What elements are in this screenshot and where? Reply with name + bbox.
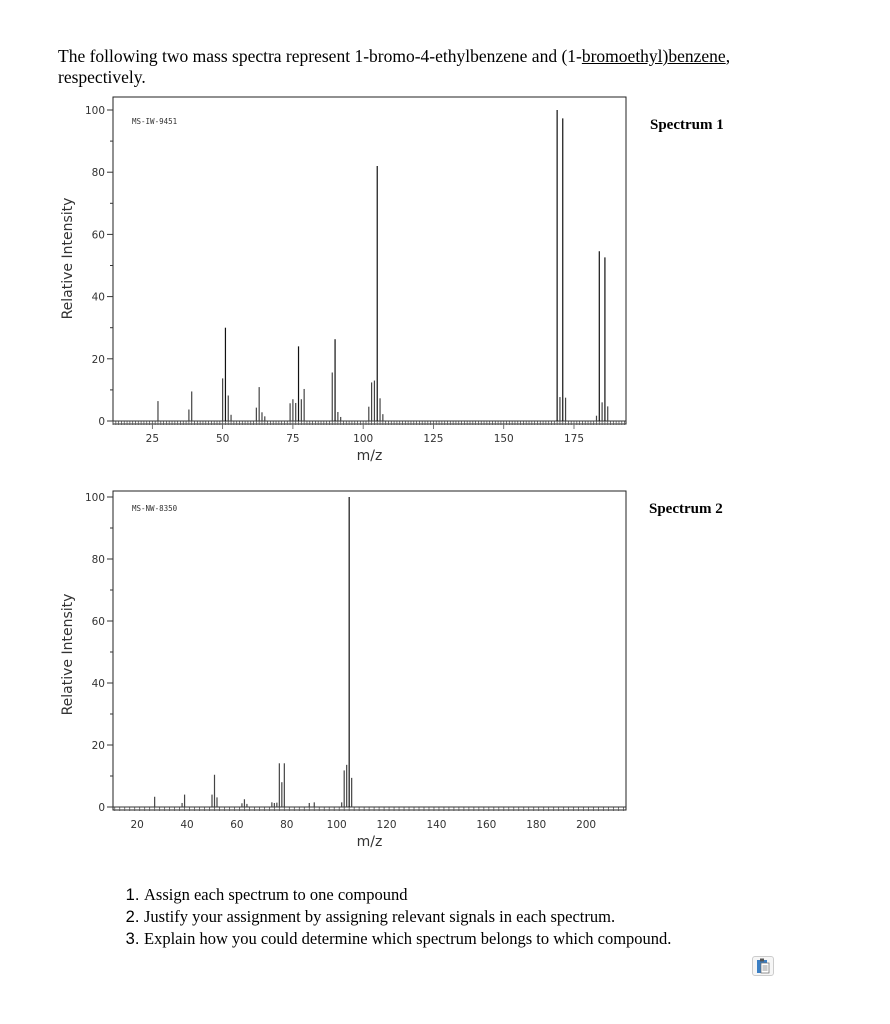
y-tick-label: 80 bbox=[92, 554, 105, 566]
x-tick-label: 100 bbox=[327, 819, 347, 831]
x-tick-label: 125 bbox=[423, 433, 443, 445]
spectrum-code: MS-NW-8350 bbox=[132, 504, 178, 513]
y-tick-label: 20 bbox=[92, 740, 105, 752]
x-tick-label: 75 bbox=[286, 433, 299, 445]
x-tick-label: 175 bbox=[564, 433, 584, 445]
plot-frame bbox=[112, 490, 627, 811]
spectrum-2-chart: MS-NW-8350 0 20 40 60 80 100 20 40 60 80 100 120 140 1… bbox=[60, 490, 627, 850]
x-tick-label: 80 bbox=[280, 819, 293, 831]
x-axis-title: m/z bbox=[357, 448, 383, 464]
x-tick-label: 200 bbox=[576, 819, 596, 831]
x-tick-label: 25 bbox=[146, 433, 159, 445]
x-axis-title: m/z bbox=[357, 834, 383, 850]
x-tick-label: 100 bbox=[353, 433, 373, 445]
question-item: Justify your assignment by assigning rel… bbox=[144, 906, 671, 928]
y-axis-title: Relative Intensity bbox=[60, 198, 76, 320]
plot-frame bbox=[112, 96, 627, 425]
y-axis-title: Relative Intensity bbox=[60, 594, 76, 716]
y-tick-label: 100 bbox=[85, 105, 105, 117]
y-tick-label: 80 bbox=[92, 167, 105, 179]
x-tick-label: 150 bbox=[494, 433, 514, 445]
x-tick-label: 50 bbox=[216, 433, 229, 445]
intro-part: The following two mass spectra represent… bbox=[58, 46, 582, 66]
intro-line2: respectively. bbox=[58, 67, 146, 87]
spectrum-1-chart: MS-IW-9451 0 20 40 60 80 100 25 50 75 100 125 150 175… bbox=[60, 96, 627, 464]
x-tick-label: 180 bbox=[526, 819, 546, 831]
y-tick-label: 40 bbox=[92, 678, 105, 690]
y-tick-label: 60 bbox=[92, 616, 105, 628]
intro-part: , bbox=[725, 46, 731, 66]
y-tick-label: 0 bbox=[98, 802, 105, 814]
x-tick-label: 120 bbox=[377, 819, 397, 831]
x-tick-label: 40 bbox=[180, 819, 193, 831]
spectrum-code: MS-IW-9451 bbox=[132, 117, 177, 126]
x-tick-label: 160 bbox=[476, 819, 496, 831]
question-item: Assign each spectrum to one compound bbox=[144, 884, 671, 906]
x-tick-label: 20 bbox=[131, 819, 144, 831]
spectrum-2-label: Spectrum 2 bbox=[649, 501, 723, 517]
question-item: Explain how you could determine which sp… bbox=[144, 928, 671, 950]
intro-underlined: bromoethyl)benzene bbox=[581, 46, 726, 66]
x-tick-label: 140 bbox=[426, 819, 446, 831]
y-tick-label: 0 bbox=[98, 416, 105, 428]
intro-text: The following two mass spectra represent… bbox=[58, 46, 838, 88]
y-tick-label: 60 bbox=[92, 229, 105, 241]
clipboard-icon[interactable] bbox=[752, 956, 774, 976]
spectrum-1-label: Spectrum 1 bbox=[650, 117, 724, 133]
y-tick-label: 40 bbox=[92, 292, 105, 304]
question-list: Assign each spectrum to one compound Jus… bbox=[120, 884, 671, 950]
x-tick-label: 60 bbox=[230, 819, 243, 831]
y-tick-label: 100 bbox=[85, 492, 105, 504]
y-tick-label: 20 bbox=[92, 354, 105, 366]
